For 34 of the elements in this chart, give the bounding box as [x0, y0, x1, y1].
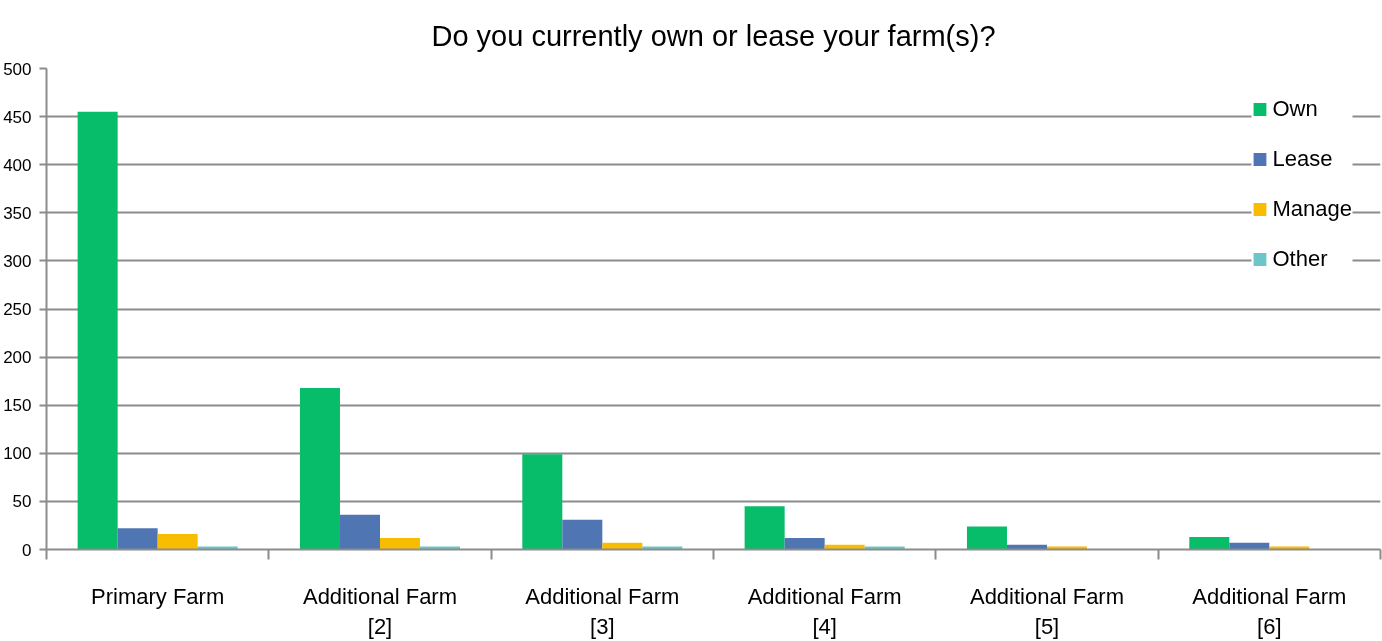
y-tick-label: 150: [3, 396, 32, 416]
y-tick-label: 300: [3, 251, 32, 271]
bar: [77, 111, 118, 550]
legend-label: Own: [1272, 96, 1318, 122]
y-tick-label: 400: [3, 155, 32, 175]
y-tick-label: 250: [3, 300, 32, 319]
y-tick-label: 350: [3, 203, 32, 223]
bar: [744, 506, 785, 550]
bar: [157, 534, 198, 550]
x-tick-label: Additional Farm [5]: [969, 583, 1125, 639]
y-tick-label: 50: [12, 492, 32, 512]
bar: [562, 519, 603, 550]
bar: [1189, 536, 1230, 550]
bar: [784, 537, 825, 550]
bar: [380, 537, 421, 550]
legend-label: Lease: [1272, 146, 1333, 172]
x-tick-label: Additional Farm [4]: [747, 583, 902, 639]
x-tick-label: Additional Farm [2]: [302, 583, 458, 639]
bar: [117, 528, 158, 550]
y-tick-label: 450: [3, 107, 32, 127]
legend-label: Manage: [1272, 196, 1352, 222]
bar: [522, 454, 563, 550]
y-tick-label: 100: [3, 444, 32, 464]
x-tick-label: Additional Farm [3]: [525, 583, 680, 639]
y-tick-label: 500: [3, 59, 32, 79]
bar: [299, 387, 340, 550]
bar: [966, 526, 1007, 550]
legend-label: Other: [1272, 246, 1328, 272]
y-tick-label: 0: [22, 540, 32, 560]
bar: [339, 514, 380, 550]
x-tick-label: Primary Farm: [91, 583, 225, 609]
chart-title: Do you currently own or lease your farm(s)?: [431, 19, 996, 52]
y-tick-label: 200: [3, 348, 32, 368]
x-tick-label: Additional Farm [6]: [1192, 583, 1347, 639]
